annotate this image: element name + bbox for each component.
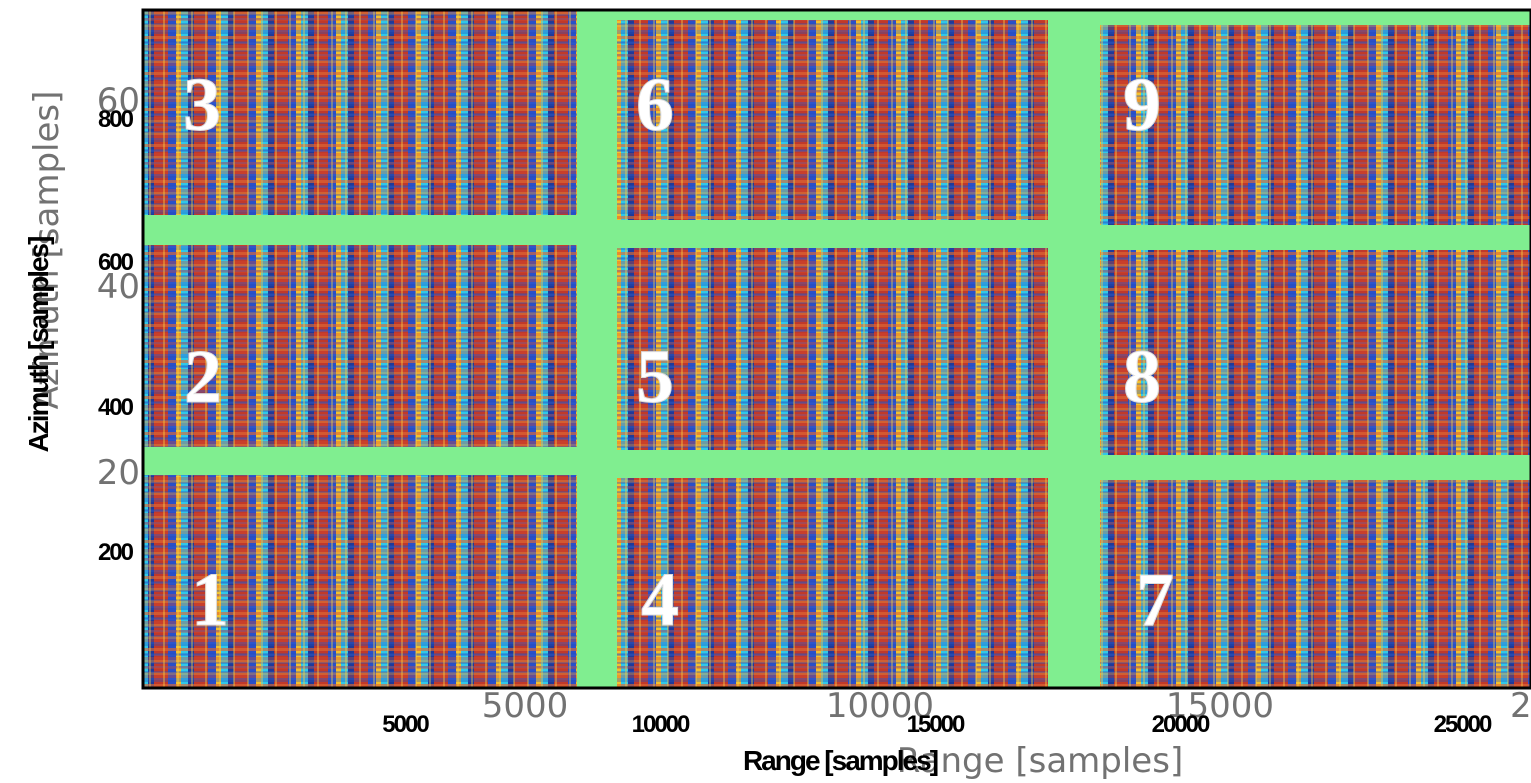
y-tick-label: 400 [98,394,134,421]
panel-label: 5 [636,335,674,419]
panel-overlay [617,248,1048,450]
panels [143,10,1531,688]
x-label: Range [samples] [743,745,938,776]
y-tick-label: 800 [98,106,134,133]
x-tick-label: 5000 [382,711,429,738]
panel-label: 9 [1123,63,1161,147]
panel-label: 7 [1136,558,1174,642]
panel-overlay [617,478,1048,688]
x-tick-label: 20000 [1152,711,1210,738]
panel-overlay [1100,250,1531,455]
panel-label: 1 [191,558,229,642]
x-tick-label: 15000 [907,711,965,738]
panel-label: 3 [183,63,221,147]
y-tick-label: 600 [98,249,134,276]
x-label-overlay: Range [samples] [897,741,1183,781]
panel-label: 8 [1123,335,1161,419]
y-tick-label: 200 [98,539,134,566]
figure: 1 2 3 4 5 6 7 8 9 5000 10000 15000 20 Ra… [0,0,1531,783]
x-tick-label-overlay: 20 [1510,686,1531,726]
panel-label: 6 [636,63,674,147]
y-tick-label-overlay: 20 [97,453,140,493]
x-tick-label: 25000 [1434,711,1492,738]
panel-label: 4 [641,558,679,642]
x-tick-label: 10000 [632,711,690,738]
panel-label: 2 [184,335,222,419]
y-label: Azimuth [samples] [23,237,54,453]
panel-overlay [1100,25,1531,225]
panel-overlay [617,20,1048,220]
x-tick-label-overlay: 5000 [482,686,569,726]
